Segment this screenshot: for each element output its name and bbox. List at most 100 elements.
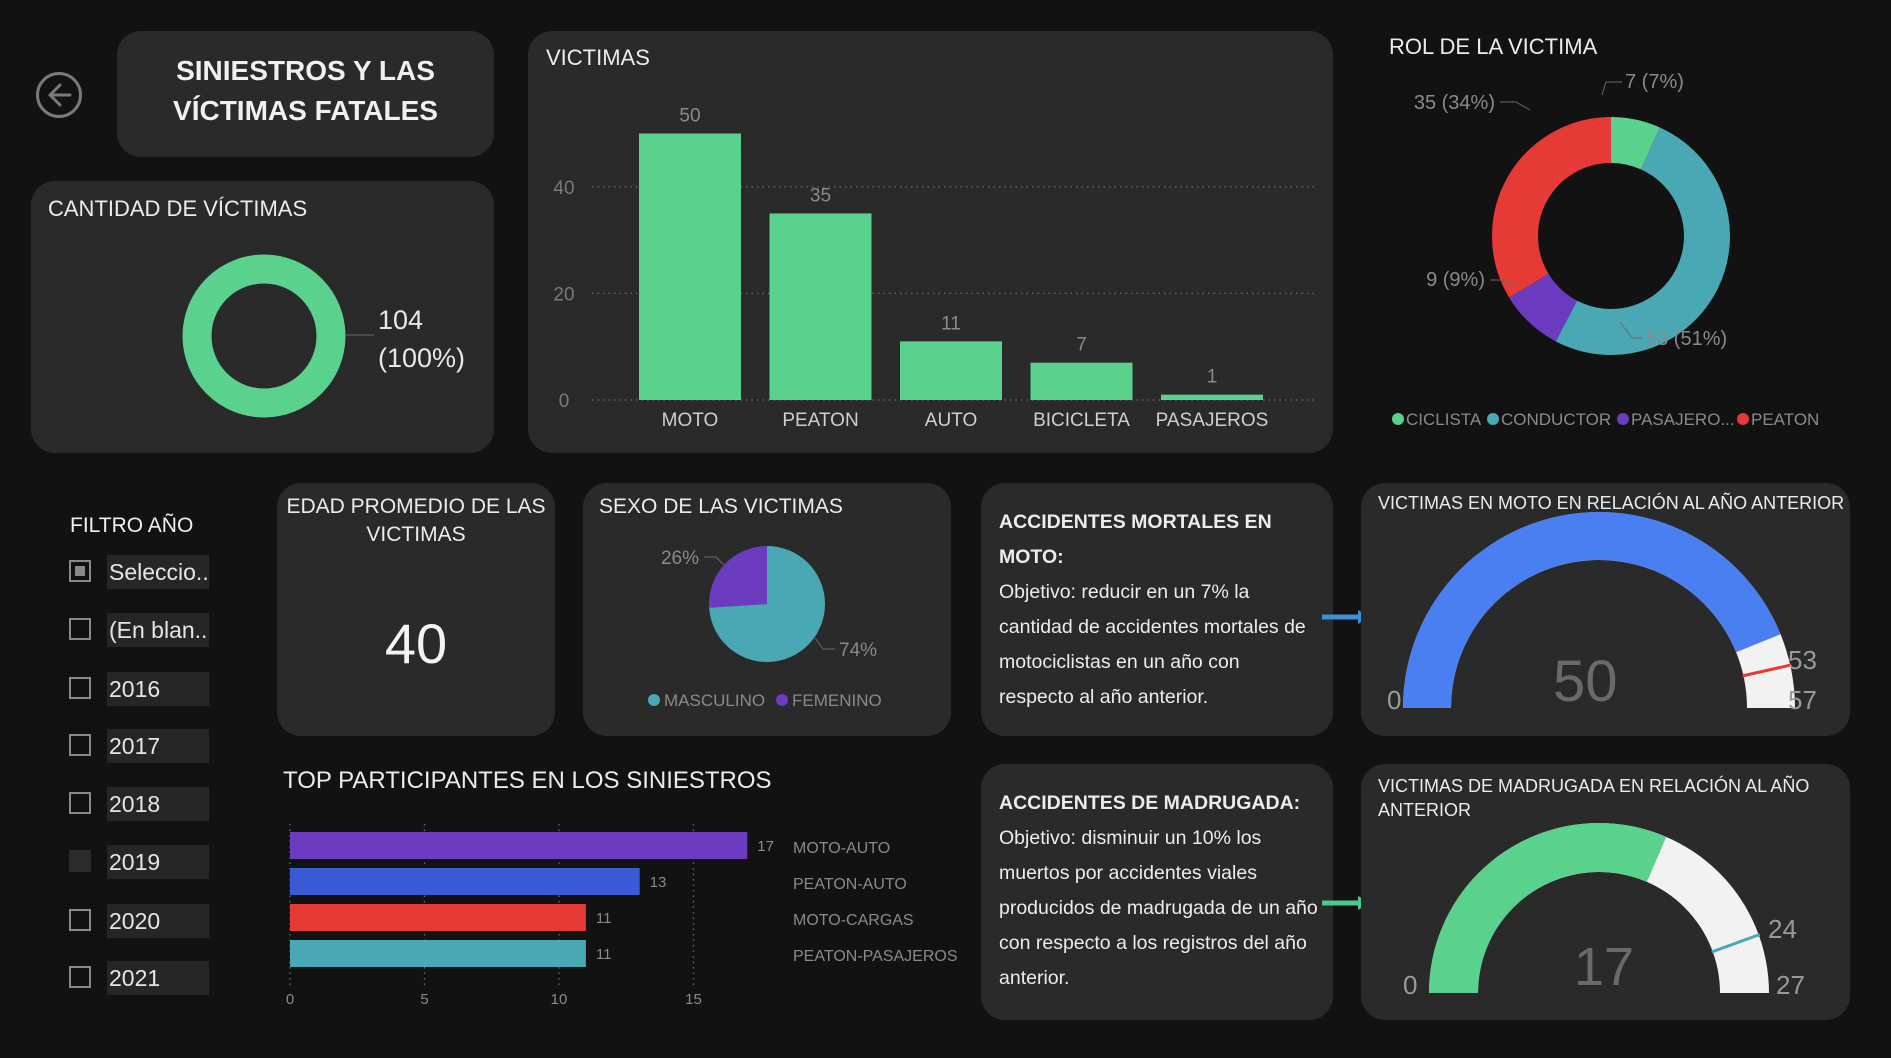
- filter-item-label: 2016: [107, 672, 209, 706]
- y-tick-label: 20: [553, 284, 574, 305]
- donut-slice: [1492, 117, 1612, 298]
- gauge-moto-min: 0: [1387, 685, 1402, 715]
- gauge-moto-title: VICTIMAS EN MOTO EN RELACIÓN AL AÑO ANTE…: [1378, 493, 1845, 513]
- x-tick-label: 0: [286, 991, 294, 1008]
- checkbox[interactable]: [69, 792, 91, 814]
- sexo-title: SEXO DE LAS VICTIMAS: [599, 495, 843, 518]
- leader-line: [1500, 101, 1531, 111]
- data-label: 11: [596, 910, 612, 927]
- bar: [1030, 362, 1133, 400]
- x-tick-label: AUTO: [925, 410, 977, 431]
- rol-title: ROL DE LA VICTIMA: [1389, 34, 1598, 59]
- gauge-moto-value: 50: [1553, 649, 1618, 714]
- legend-label: PEATON: [1751, 410, 1819, 429]
- y-tick-label: 40: [553, 178, 574, 199]
- category-label: MOTO-CARGAS: [793, 912, 914, 929]
- data-label: 9 (9%): [1426, 269, 1485, 291]
- gauge-madrugada-min: 0: [1403, 970, 1418, 1000]
- filter-item-label: 2018: [107, 787, 209, 821]
- leader-line: [1619, 321, 1642, 339]
- bar: [1161, 394, 1263, 400]
- gauge-moto: [1403, 512, 1795, 708]
- edad-value: 40: [384, 612, 448, 675]
- cantidad-donut: [182, 254, 374, 418]
- victimas-card: VICTIMAS 0 20 40 50 MOTO 35 PEATON 11 AUTO 7 BICIC…: [528, 31, 1333, 453]
- x-tick-label: 15: [685, 991, 702, 1008]
- filter-item-label: 2017: [107, 729, 209, 763]
- gauge-target-marker: [1742, 663, 1792, 678]
- bar: [290, 940, 586, 967]
- donut-slice: [1509, 273, 1578, 342]
- cantidad-title: CANTIDAD DE VÍCTIMAS: [48, 196, 308, 221]
- checkbox[interactable]: [69, 618, 91, 640]
- madrugada-body: Objetivo: disminuir un 10% los muertos p…: [999, 827, 1318, 989]
- legend-label: CICLISTA: [1406, 410, 1482, 429]
- back-button[interactable]: [36, 72, 82, 118]
- filter-item-label: 2020: [107, 904, 209, 938]
- back-arrow-icon: [48, 83, 72, 107]
- bar: [290, 868, 640, 895]
- data-label: 7: [1076, 335, 1087, 356]
- checkbox[interactable]: [69, 909, 91, 931]
- checkbox[interactable]: [69, 966, 91, 988]
- x-tick-label: BICICLETA: [1033, 410, 1130, 431]
- category-label: PEATON-AUTO: [793, 876, 907, 893]
- pie-slice: [709, 546, 825, 662]
- data-label: 35 (34%): [1414, 92, 1495, 114]
- filter-item-2018[interactable]: 2018: [69, 787, 211, 821]
- filter-item-label: 2021: [107, 961, 209, 995]
- legend-marker: [1392, 413, 1404, 425]
- x-tick-label: 5: [420, 991, 428, 1008]
- sexo-card: SEXO DE LAS VICTIMAS 74% 26% MASCULINO FEME…: [583, 483, 951, 736]
- cantidad-value: 104: [378, 305, 424, 335]
- x-tick-label: 10: [551, 991, 568, 1008]
- leader-line: [704, 556, 725, 566]
- legend-label: PASAJERO...: [1631, 410, 1735, 429]
- data-label: 17: [757, 838, 774, 855]
- filter-item-seleccionar-todo[interactable]: Seleccio...: [69, 555, 211, 589]
- legend-marker: [1617, 413, 1629, 425]
- legend-marker: [1737, 413, 1749, 425]
- legend-marker: [1487, 413, 1499, 425]
- filter-item-2019[interactable]: 2019: [69, 845, 211, 879]
- gauge-madrugada: [1429, 822, 1769, 993]
- victimas-title: VICTIMAS: [546, 45, 650, 70]
- donut-slice: [1610, 117, 1660, 170]
- gauge-madrugada-value: 17: [1574, 937, 1635, 997]
- filter-item-2016[interactable]: 2016: [69, 672, 211, 706]
- data-label: 74%: [839, 640, 877, 661]
- filter-item-label: 2019: [107, 845, 209, 879]
- cantidad-card: CANTIDAD DE VÍCTIMAS 104 (100%): [31, 181, 494, 453]
- filter-item-2021[interactable]: 2021: [69, 961, 211, 995]
- checkbox[interactable]: [69, 560, 91, 582]
- cantidad-label: 104 (100%): [378, 301, 465, 377]
- gauge-madrugada-title: VICTIMAS DE MADRUGADA EN RELACIÓN AL AÑO…: [1378, 776, 1810, 820]
- top-participantes-chart: 0 5 10 15 17 MOTO-AUTO 13 PEATON-AUTO 11 MOTO-CAR…: [286, 824, 957, 1008]
- filter-item-2020[interactable]: 2020: [69, 904, 211, 938]
- x-tick-label: MOTO: [662, 410, 719, 431]
- y-tick-label: 0: [559, 391, 570, 412]
- rol-donut-chart: 7 (7%) 53 (51%) 9 (9%) 35 (34%) CICLISTA COND…: [1392, 71, 1819, 429]
- category-label: PEATON-PASAJEROS: [793, 948, 957, 965]
- title-card: SINIESTROS Y LAS VÍCTIMAS FATALES: [117, 31, 494, 157]
- filter-item-label: (En blan...: [107, 613, 209, 647]
- data-label: 7 (7%): [1625, 71, 1684, 93]
- legend-label: FEMENINO: [792, 691, 882, 710]
- checkbox[interactable]: [69, 734, 91, 756]
- data-label: 50: [679, 106, 700, 127]
- filter-title: FILTRO AÑO: [70, 514, 194, 537]
- sexo-pie-chart: 74% 26% MASCULINO FEMENINO: [648, 546, 882, 710]
- madrugada-heading: ACCIDENTES DE MADRUGADA:: [999, 792, 1301, 814]
- filter-item-2017[interactable]: 2017: [69, 729, 211, 763]
- cantidad-donut-ring: [182, 254, 346, 418]
- filter-item-en-blanco[interactable]: (En blan...: [69, 613, 211, 647]
- legend-label: CONDUCTOR: [1501, 410, 1611, 429]
- gauge-fill: [1429, 822, 1667, 993]
- checkbox[interactable]: [69, 677, 91, 699]
- gauge-moto-target: 53: [1788, 645, 1817, 675]
- data-label: 11: [941, 313, 961, 334]
- page-title: SINIESTROS Y LAS VÍCTIMAS FATALES: [173, 55, 438, 126]
- legend-marker: [776, 694, 788, 706]
- checkbox[interactable]: [69, 850, 91, 872]
- moto-body: Objetivo: reducir en un 7% la cantidad d…: [999, 581, 1306, 708]
